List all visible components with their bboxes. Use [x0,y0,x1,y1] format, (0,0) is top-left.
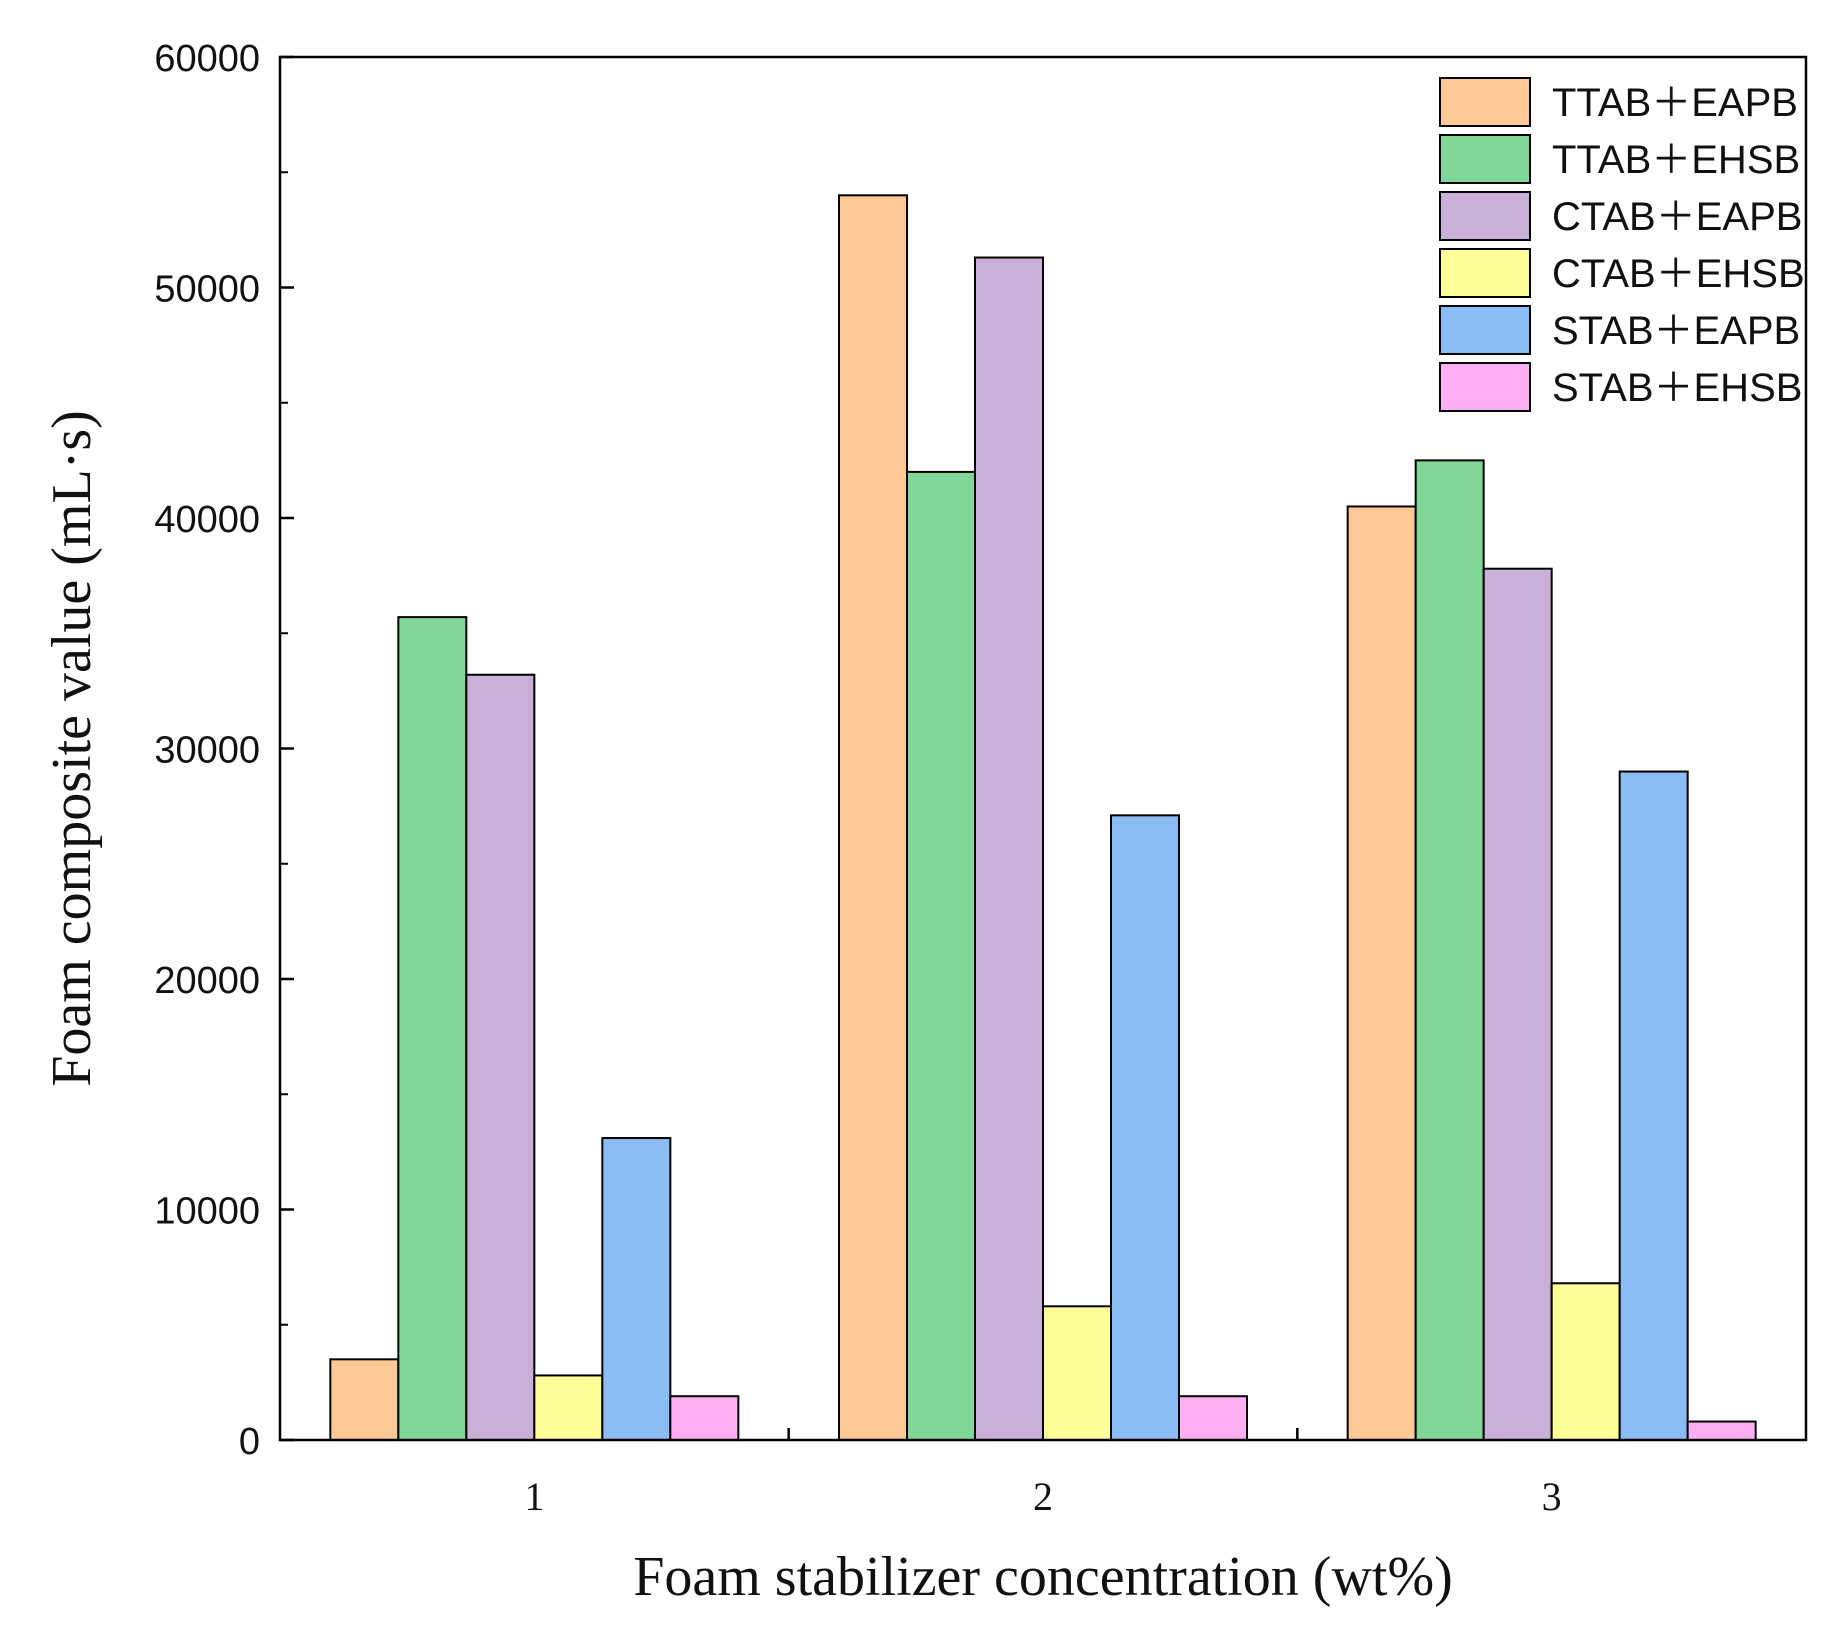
bar-3-cat-1 [465,673,536,1441]
y-tick-label: 50000 [154,269,260,311]
x-axis-title: Foam stabilizer concentration (wt%) [633,1546,1453,1608]
bar-6-cat-1 [669,1395,740,1441]
y-tick-label: 40000 [154,499,260,541]
legend-label: CTAB＋EHSB [1552,252,1805,296]
bar-2-cat-1 [397,616,468,1441]
bar-5-cat-3 [1618,770,1689,1441]
bar-3-cat-3 [1482,567,1553,1441]
bar-4-cat-2 [1042,1305,1112,1442]
bar-6-cat-2 [1178,1395,1248,1441]
legend-label: STAB＋EAPB [1552,309,1800,353]
y-tick-label: 20000 [154,960,260,1002]
bar-5-cat-2 [1110,814,1180,1441]
bar-1-cat-3 [1346,505,1417,1442]
bar-4-cat-3 [1550,1282,1621,1442]
legend-swatch [1439,362,1531,412]
x-axis: 1 2 3 [524,1428,1562,1519]
bar-1-cat-1 [329,1358,400,1441]
legend-swatch [1439,305,1531,355]
legend-label: TTAB＋EAPB [1552,81,1798,125]
x-tick-label: 1 [524,1474,544,1519]
y-tick-label: 60000 [154,38,260,80]
legend-label: CTAB＋EAPB [1552,195,1802,239]
bar-4-cat-1 [533,1374,604,1441]
legend-swatch [1439,134,1531,184]
bar-2-cat-2 [906,470,976,1441]
bar-5-cat-1 [601,1137,672,1442]
legend: TTAB＋EAPB TTAB＋EHSB CTAB＋EAPB CTAB＋EHSB STAB… [1439,77,1805,412]
bar-2-cat-3 [1414,459,1485,1441]
bar-1-cat-2 [838,194,908,1441]
bars-layer [329,194,1757,1442]
y-axis: 0 10000 20000 30000 40000 50000 60000 [154,38,294,1463]
bar-3-cat-2 [974,256,1044,1441]
bar-6-cat-3 [1686,1420,1757,1442]
x-tick-label: 2 [1033,1474,1053,1519]
legend-label: TTAB＋EHSB [1552,138,1800,182]
y-tick-label: 10000 [154,1191,260,1233]
legend-swatch [1439,77,1531,127]
legend-label: STAB＋EHSB [1552,366,1802,410]
y-axis-title: Foam composite value (mL·s) [41,410,103,1087]
legend-swatch [1439,248,1531,298]
x-tick-label: 3 [1542,1474,1562,1519]
legend-swatch [1439,191,1531,241]
y-tick-label: 30000 [154,730,260,772]
y-tick-label: 0 [239,1421,260,1463]
